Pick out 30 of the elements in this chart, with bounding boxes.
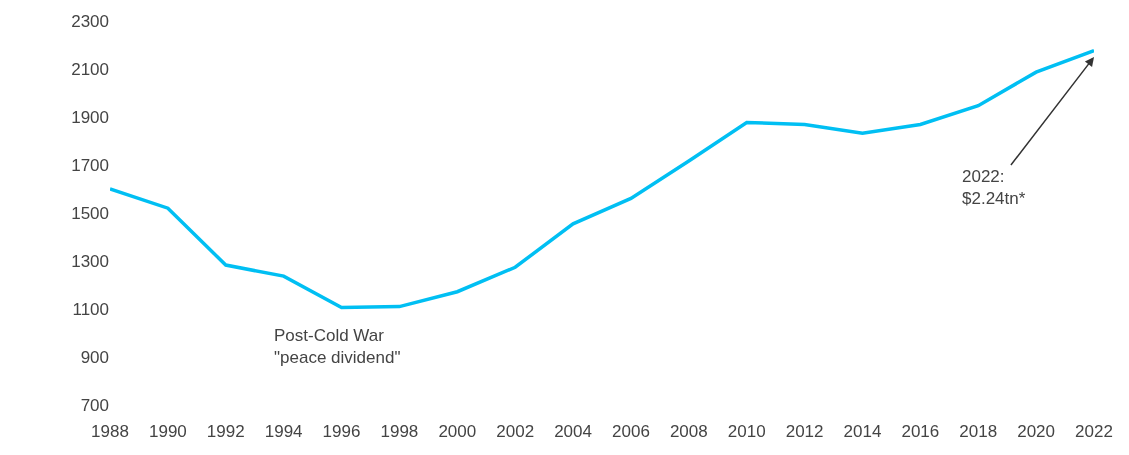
x-tick-label: 2008 — [669, 422, 708, 441]
x-tick-label: 1996 — [322, 422, 361, 441]
x-tick-label: 2014 — [843, 422, 882, 441]
x-tick-label: 1990 — [148, 422, 187, 441]
x-tick-label: 1998 — [380, 422, 419, 441]
x-tick-label: 1992 — [206, 422, 245, 441]
y-tick-label: 900 — [80, 347, 109, 367]
y-tick-label: 1900 — [71, 107, 109, 127]
x-tick-label: 2018 — [959, 422, 998, 441]
x-tick-label: 2000 — [438, 422, 477, 441]
line-series — [110, 48, 1094, 310]
y-tick-label: 1700 — [71, 155, 109, 175]
x-tick-label: 2022 — [1075, 422, 1113, 441]
y-tick-label: 1500 — [71, 203, 109, 223]
x-tick-label: 2012 — [785, 422, 824, 441]
y-tick-label: 700 — [80, 395, 109, 415]
x-tick-label: 1994 — [264, 422, 303, 441]
x-tick-label: 1988 — [91, 422, 129, 441]
y-tick-label: 2100 — [71, 59, 109, 79]
x-tick-label: 2020 — [1017, 422, 1056, 441]
x-tick-label: 2006 — [612, 422, 650, 441]
x-tick-label: 2016 — [901, 422, 940, 441]
y-tick-label: 1300 — [71, 251, 109, 271]
annotation: Post-Cold War "peace dividend" — [274, 326, 401, 368]
annotation: 2022: $2.24tn* — [962, 167, 1026, 209]
y-tick-label: 1100 — [72, 299, 109, 319]
y-tick-label: 2300 — [71, 11, 109, 31]
x-tick-label: 2002 — [496, 422, 535, 441]
x-tick-label: 2010 — [727, 422, 766, 441]
x-tick-label: 2004 — [554, 422, 592, 441]
